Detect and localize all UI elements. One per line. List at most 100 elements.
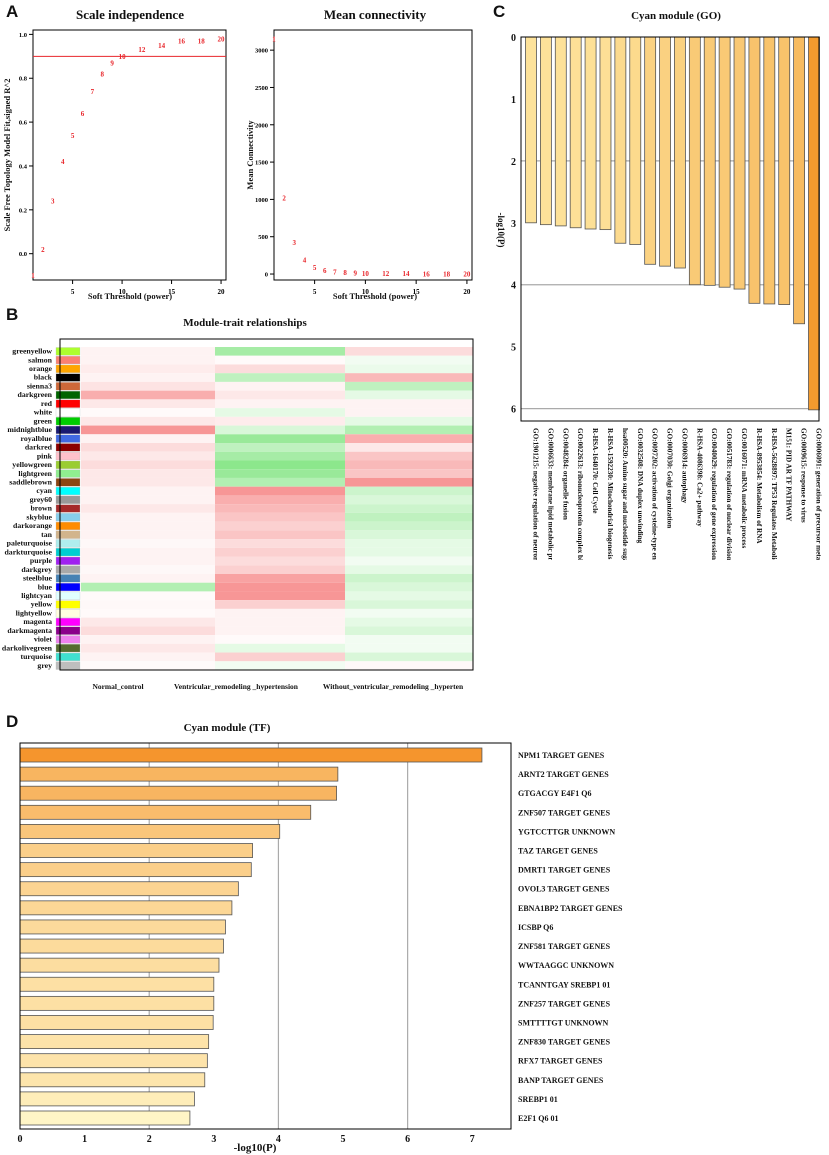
heatmap-cell (215, 399, 345, 409)
heatmap-cell (345, 521, 473, 531)
heatmap-cell (81, 573, 215, 583)
tf-bar (19, 1053, 208, 1069)
tf-label: SMTTTTGT UNKNOWN (518, 1018, 609, 1027)
heatmap-frame (59, 338, 474, 671)
chart-title: Cyan module (GO) (631, 10, 721, 22)
tf-label: ZNF830 TARGET GENES (518, 1038, 611, 1047)
go-term-label: GO:0006633: membrane lipid metabolic pro… (546, 428, 554, 560)
tf-bar (19, 1110, 191, 1126)
heatmap-cell (81, 512, 215, 522)
heatmap-cell (345, 661, 473, 670)
module-label: grey (37, 661, 52, 670)
scale-independence-chart: Scale independence 5 10 15 20 0.00.20.40.60… (2, 7, 227, 301)
module-color-swatch (55, 565, 81, 574)
y-tick-label: 500 (258, 234, 268, 241)
module-color-swatch (55, 652, 81, 661)
heatmap-cell (81, 635, 215, 644)
tf-label: E2F1 Q6 01 (518, 1114, 558, 1123)
heatmap-cells (81, 347, 473, 670)
module-color-swatch (55, 469, 81, 478)
plot-frame (273, 29, 473, 281)
heatmap-cell (81, 477, 215, 487)
heatmap-cell (81, 643, 215, 653)
heatmap-cell (345, 381, 473, 391)
module-label: tan (41, 530, 52, 539)
go-term-label: GO:0006914: autophagy (680, 428, 688, 504)
tf-bar (19, 747, 483, 763)
power-point-label: 1 (272, 35, 276, 43)
y-tick-label: 2 (511, 157, 516, 168)
heatmap-cell (215, 512, 345, 522)
heatmap-cell (81, 460, 215, 470)
y-tick-label: 6 (511, 405, 516, 416)
heatmap-cell (345, 347, 473, 356)
column-label-vr-hypertension: Ventricular_remodeling _hypertension (174, 682, 299, 691)
heatmap-cell (215, 635, 345, 644)
module-label: sienna3 (27, 381, 52, 390)
heatmap-cell (215, 443, 345, 452)
power-point-label: 6 (323, 267, 327, 275)
heatmap-cell (345, 477, 473, 487)
module-color-swatch (55, 347, 81, 356)
heatmap-cell (215, 617, 345, 627)
bars (525, 36, 820, 411)
heatmap-cell (81, 600, 215, 609)
heatmap-cell (345, 582, 473, 592)
y-tick-label: 0.0 (19, 251, 27, 258)
go-bar (793, 36, 806, 325)
heatmap-cell (81, 652, 215, 662)
go-term-label: R-HSA-4086398: Ca2+ pathway (695, 428, 703, 527)
heatmap-cell (215, 347, 345, 356)
heatmap-cell (81, 469, 215, 478)
module-color-swatch (55, 364, 81, 373)
go-term-label: R-HSA-1640170: Cell Cycle (591, 428, 599, 513)
heatmap-cell (215, 530, 345, 540)
tf-label: ARNT2 TARGET GENES (518, 770, 609, 779)
heatmap-cell (345, 547, 473, 557)
power-point-label: 14 (403, 270, 411, 278)
heatmap-cell (81, 565, 215, 574)
chart-title: Cyan module (TF) (184, 722, 271, 734)
x-tick-label: 1 (82, 1134, 87, 1145)
go-bar (644, 36, 657, 265)
x-tick-label: 10 (362, 288, 370, 296)
module-label: lightgreen (18, 469, 52, 478)
x-tick-label: 7 (470, 1134, 475, 1145)
heatmap-cell (215, 582, 345, 592)
tf-bar (19, 900, 233, 916)
tf-label: EBNA1BP2 TARGET GENES (518, 904, 623, 913)
module-color-swatch (55, 504, 81, 513)
bars (19, 747, 483, 1126)
module-color-swatch (55, 574, 81, 583)
module-label: blue (38, 582, 53, 591)
power-point-label: 7 (91, 88, 95, 96)
tf-label: ZNF507 TARGET GENES (518, 808, 611, 817)
module-label: pink (37, 451, 53, 460)
x-ticks: 5 10 15 20 (313, 280, 471, 296)
module-labels: greenyellowsalmonorangeblacksienna3darkg… (2, 347, 53, 670)
tf-label: BANP TARGET GENES (518, 1076, 604, 1085)
y-tick-label: 2500 (255, 85, 268, 92)
module-label: darkmagenta (7, 626, 52, 635)
x-tick-label: 0 (18, 1134, 23, 1145)
module-label: red (41, 399, 53, 408)
heatmap-cell (345, 626, 473, 636)
heatmap-cell (345, 399, 473, 409)
heatmap-cell (81, 443, 215, 452)
heatmap-cell (345, 460, 473, 470)
tf-label: SREBP1 01 (518, 1095, 558, 1104)
heatmap-cell (215, 416, 345, 426)
go-term-label: M151: PID AR TF PATHWAY (785, 428, 793, 522)
heatmap-cell (345, 565, 473, 574)
module-label: skyblue (26, 512, 52, 521)
module-color-swatch (55, 617, 81, 627)
power-point-label: 5 (71, 132, 75, 140)
x-tick-label: 3 (211, 1134, 216, 1145)
y-axis-label: Mean Connectivity (245, 120, 255, 190)
heatmap-cell (81, 495, 215, 505)
heatmap-cell (345, 355, 473, 365)
tf-bar (19, 881, 239, 897)
heatmap-cell (345, 608, 473, 618)
tf-bar (19, 1015, 214, 1030)
